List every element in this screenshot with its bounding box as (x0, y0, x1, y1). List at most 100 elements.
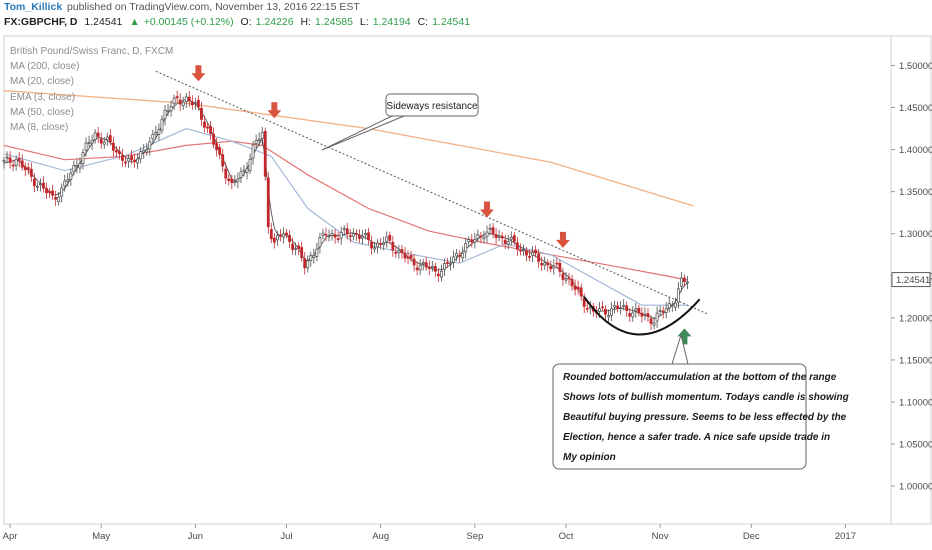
callout-pointer (321, 115, 405, 151)
candle-body (579, 287, 583, 297)
candle-body (585, 307, 589, 310)
candle-body (303, 258, 307, 269)
candle-body (637, 307, 641, 314)
candle-body (540, 262, 544, 266)
low-label: L: (359, 16, 369, 28)
candle-body (14, 159, 18, 166)
candle-body (306, 260, 310, 269)
down-arrow-icon (267, 102, 282, 119)
candle-body (175, 96, 179, 99)
down-arrow-icon (479, 201, 494, 218)
candle-body (166, 110, 170, 113)
author-link[interactable]: Tom_Killick (4, 1, 63, 13)
candle-body (291, 243, 294, 250)
down-arrow-icon (191, 65, 206, 82)
candle-body (379, 243, 383, 245)
candle-body (512, 235, 516, 242)
legend-item-ma8[interactable]: MA (8, close) (10, 122, 69, 134)
candle-body (409, 255, 413, 259)
candle-body (491, 227, 495, 234)
candle-body (48, 191, 51, 193)
candle-body (300, 247, 304, 259)
candle-body (142, 149, 146, 153)
candle-body (114, 150, 118, 153)
high-label: H: (300, 16, 312, 28)
y-tick-label: 1.20000 (899, 313, 932, 324)
candle-body (549, 265, 553, 270)
y-tick-label: 1.10000 (899, 398, 932, 409)
candle-body (29, 168, 33, 177)
y-tick-label: 1.05000 (899, 440, 932, 451)
candle-body (385, 236, 389, 242)
candle-body (482, 236, 486, 240)
candle-body (324, 233, 328, 236)
candle-body (667, 303, 671, 309)
candle-body (172, 97, 176, 105)
candle-body (269, 229, 273, 240)
candle-body (370, 241, 373, 249)
candle-body (415, 267, 419, 271)
candle-body (561, 273, 565, 280)
last-price-label: 1.24541 (896, 275, 930, 286)
candle-body (567, 277, 571, 280)
candle-body (36, 185, 39, 188)
candle-body (601, 306, 604, 309)
candle-body (242, 169, 246, 172)
legend-item-ma20[interactable]: MA (20, close) (10, 76, 74, 88)
candle-body (558, 262, 562, 272)
down-arrow-icon (555, 231, 570, 248)
candle-body (257, 138, 261, 142)
candle-body (84, 142, 88, 151)
candle-body (230, 178, 234, 183)
high-value: 1.24585 (315, 16, 353, 28)
candle-body (315, 248, 319, 257)
indicator-legend: British Pound/Swiss Franc, D, FXCM MA (2… (10, 44, 173, 135)
candle-body (397, 249, 401, 254)
candle-body (145, 149, 149, 153)
last-price: 1.24541 (84, 16, 123, 28)
candle-body (288, 235, 291, 242)
candle-body (619, 307, 623, 310)
candle-body (573, 285, 577, 290)
candle-body (54, 197, 58, 200)
candle-body (503, 239, 507, 244)
candle-body (227, 178, 231, 181)
legend-item-ma50[interactable]: MA (50, close) (10, 106, 74, 118)
x-tick-label: 2017 (835, 531, 856, 542)
candle-body (169, 105, 173, 112)
x-tick-label: Oct (559, 531, 574, 542)
candle-body (686, 281, 689, 284)
candle-body (509, 236, 513, 240)
legend-item-series[interactable]: British Pound/Swiss Franc, D, FXCM (10, 46, 174, 57)
candle-body (458, 255, 462, 257)
candle-body (108, 135, 112, 143)
candle-body (406, 256, 410, 259)
candle-body (236, 178, 240, 183)
x-tick-label: Jun (188, 531, 203, 542)
candle-body (272, 237, 276, 243)
candle-body (622, 305, 626, 307)
candle-body (69, 172, 73, 180)
candle-body (215, 143, 219, 151)
candle-body (345, 228, 349, 234)
candle-body (476, 234, 480, 239)
candle-body (330, 233, 334, 236)
candle-body (506, 241, 510, 245)
candle-body (17, 158, 21, 161)
candle-body (518, 249, 522, 252)
ma50-line (3, 140, 688, 281)
candle-body (318, 237, 322, 248)
candle-body (467, 239, 471, 242)
candle-body (8, 157, 12, 163)
candle-body (26, 167, 30, 170)
candle-body (105, 136, 109, 140)
legend-item-ma200[interactable]: MA (200, close) (10, 61, 80, 73)
candle-body (394, 251, 398, 254)
candle-body (251, 144, 255, 159)
candle-body (339, 232, 343, 239)
low-value: 1.24194 (372, 16, 411, 28)
candle-body (421, 262, 425, 265)
legend-item-ema3[interactable]: EMA (3, close) (10, 91, 76, 103)
candle-body (403, 252, 407, 259)
